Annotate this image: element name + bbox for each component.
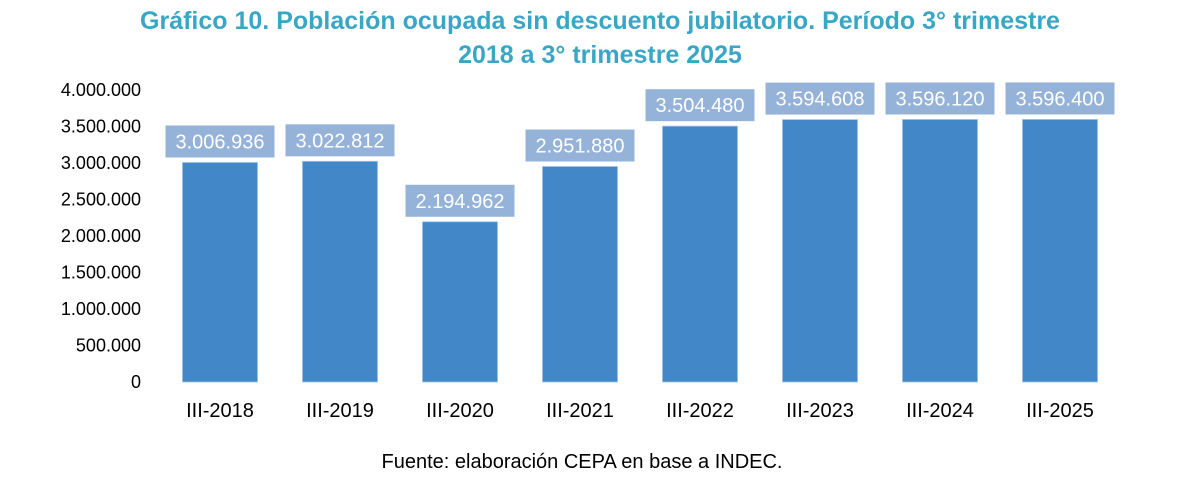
y-tick-label: 3.000.000 (61, 153, 141, 173)
data-label-box (405, 184, 515, 217)
y-tick-label: 2.000.000 (61, 226, 141, 246)
bar-III-2021 (542, 166, 618, 383)
x-tick-label: III-2022 (666, 400, 734, 422)
data-label: 3.594.608 (776, 89, 865, 111)
chart-source-note: Fuente: elaboración CEPA en base a INDEC… (381, 451, 783, 473)
chart-title: Gráfico 10. Población ocupada sin descue… (0, 4, 1200, 72)
data-label-box (765, 82, 875, 115)
bar-III-2018 (182, 162, 258, 383)
chart-title-line-2: 2018 a 3° trimestre 2025 (458, 41, 742, 69)
y-tick-label: 500.000 (76, 336, 141, 356)
y-tick-label: 2.500.000 (61, 190, 141, 210)
data-label: 3.596.400 (1016, 88, 1105, 110)
x-tick-label: III-2018 (186, 400, 254, 422)
y-tick-label: 1.000.000 (61, 299, 141, 319)
data-label: 3.006.936 (176, 131, 265, 153)
data-label: 2.951.880 (536, 136, 625, 158)
data-label-box (165, 125, 275, 158)
x-tick-label: III-2023 (786, 400, 854, 422)
y-tick-label: 3.500.000 (61, 117, 141, 137)
chart-title-line-1: Gráfico 10. Población ocupada sin descue… (140, 7, 1060, 35)
y-tick-label: 1.500.000 (61, 263, 141, 283)
data-label-box (525, 129, 635, 162)
data-label: 3.022.812 (296, 130, 385, 152)
bar-III-2023 (782, 119, 858, 383)
data-label: 2.194.962 (416, 191, 505, 213)
data-label-box (285, 124, 395, 157)
bar-III-2025 (1022, 119, 1098, 383)
bar-III-2019 (302, 160, 378, 383)
data-label-box (645, 89, 755, 122)
bar-III-2020 (422, 221, 498, 383)
x-tick-label: III-2025 (1026, 400, 1094, 422)
x-tick-label: III-2020 (426, 400, 494, 422)
x-tick-label: III-2019 (306, 400, 374, 422)
x-tick-label: III-2024 (906, 400, 974, 422)
bar-III-2022 (662, 125, 738, 383)
data-label-box (1005, 82, 1115, 115)
y-tick-label: 0 (131, 372, 141, 392)
data-label: 3.596.120 (896, 88, 985, 110)
x-tick-label: III-2021 (546, 400, 614, 422)
y-tick-label: 4.000.000 (61, 80, 141, 100)
bar-III-2024 (902, 119, 978, 383)
data-label: 3.504.480 (656, 95, 745, 117)
data-label-box (885, 82, 995, 115)
